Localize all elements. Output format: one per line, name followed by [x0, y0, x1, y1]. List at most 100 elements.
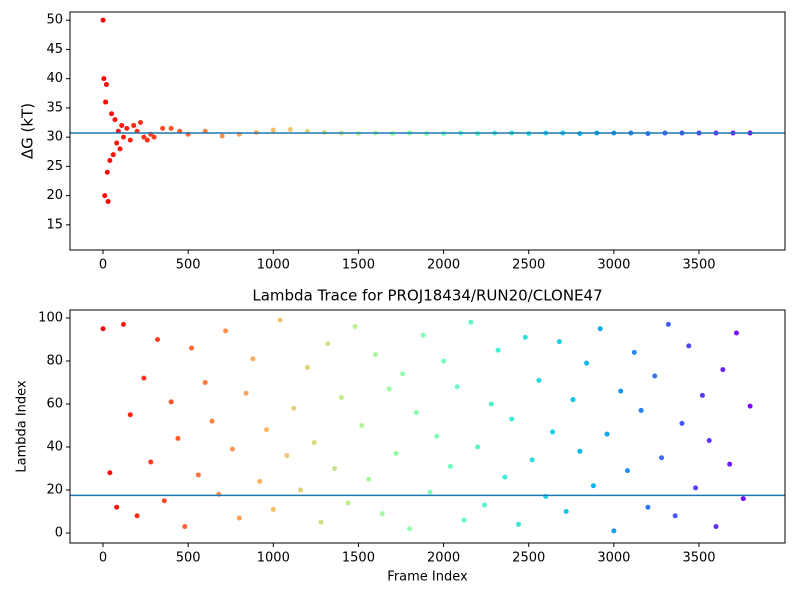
point	[100, 17, 106, 23]
point	[107, 470, 113, 476]
point	[102, 193, 108, 199]
point	[110, 152, 116, 158]
point	[679, 420, 685, 426]
point	[699, 392, 705, 398]
chart-title: Lambda Trace for PROJ18434/RUN20/CLONE47	[252, 287, 602, 305]
point	[372, 352, 378, 358]
point	[229, 446, 235, 452]
point	[468, 319, 474, 325]
x-tick-label: 0	[99, 258, 107, 273]
point	[481, 502, 487, 508]
point	[127, 137, 133, 143]
point	[114, 140, 120, 146]
y-tick-label: 60	[46, 396, 63, 411]
point	[427, 489, 433, 495]
point	[141, 375, 147, 381]
point	[100, 326, 106, 332]
axes-frame	[69, 309, 786, 544]
point	[332, 465, 338, 471]
y-tick-label: 15	[46, 217, 63, 232]
x-tick-label: 2000	[427, 258, 460, 273]
point	[604, 431, 610, 437]
point	[577, 448, 583, 454]
point	[209, 418, 215, 424]
point	[270, 506, 276, 512]
point	[706, 438, 712, 444]
x-tick-label: 3000	[597, 258, 630, 273]
point	[103, 99, 109, 105]
point	[345, 500, 351, 506]
x-tick-label: 1000	[257, 258, 290, 273]
x-tick-label: 2500	[512, 258, 545, 273]
x-axis-label: Frame Index	[387, 570, 468, 585]
point	[104, 169, 110, 175]
point	[131, 122, 137, 128]
y-tick-label: 0	[55, 526, 63, 541]
point	[413, 410, 419, 416]
point	[134, 513, 140, 519]
point	[454, 384, 460, 390]
point	[161, 498, 167, 504]
point	[105, 198, 111, 204]
point	[584, 360, 590, 366]
x-tick-label: 1000	[257, 551, 290, 566]
point	[117, 146, 123, 152]
point	[250, 356, 256, 362]
point	[311, 440, 317, 446]
x-tick-label: 3000	[597, 551, 630, 566]
point	[243, 390, 249, 396]
y-tick-label: 20	[46, 188, 63, 203]
x-tick-label: 0	[99, 551, 107, 566]
x-tick-label: 500	[176, 551, 201, 566]
y-axis-label: ΔG (kT)	[19, 103, 37, 159]
point	[168, 125, 174, 131]
point	[112, 117, 118, 123]
point	[124, 125, 130, 131]
y-tick-label: 35	[46, 100, 63, 115]
point	[264, 427, 270, 433]
point	[175, 435, 181, 441]
y-tick-label: 40	[46, 71, 63, 86]
point	[659, 455, 665, 461]
point	[563, 508, 569, 514]
point	[733, 330, 739, 336]
point	[529, 457, 535, 463]
point	[101, 76, 107, 82]
point	[665, 321, 671, 327]
axes-frame	[69, 11, 786, 251]
point	[550, 429, 556, 435]
point	[219, 133, 225, 139]
point	[114, 504, 120, 510]
point	[461, 517, 467, 523]
x-tick-label: 500	[176, 258, 201, 273]
point	[168, 399, 174, 405]
point	[597, 326, 603, 332]
point	[195, 472, 201, 478]
point	[189, 345, 195, 351]
point	[325, 341, 331, 347]
point	[151, 134, 157, 140]
point	[420, 332, 426, 338]
y-tick-label: 80	[46, 353, 63, 368]
point	[631, 349, 637, 355]
x-tick-label: 1500	[342, 258, 375, 273]
point	[284, 453, 290, 459]
point	[516, 521, 522, 527]
point	[434, 433, 440, 439]
point	[611, 528, 617, 534]
point	[693, 485, 699, 491]
point	[379, 511, 385, 517]
point	[160, 125, 166, 131]
point	[202, 379, 208, 385]
y-tick-label: 40	[46, 439, 63, 454]
point	[536, 377, 542, 383]
point	[441, 358, 447, 364]
point	[522, 334, 528, 340]
point	[155, 336, 161, 342]
point	[624, 468, 630, 474]
point	[270, 127, 276, 133]
y-tick-label: 20	[46, 482, 63, 497]
y-tick-label: 45	[46, 42, 63, 57]
